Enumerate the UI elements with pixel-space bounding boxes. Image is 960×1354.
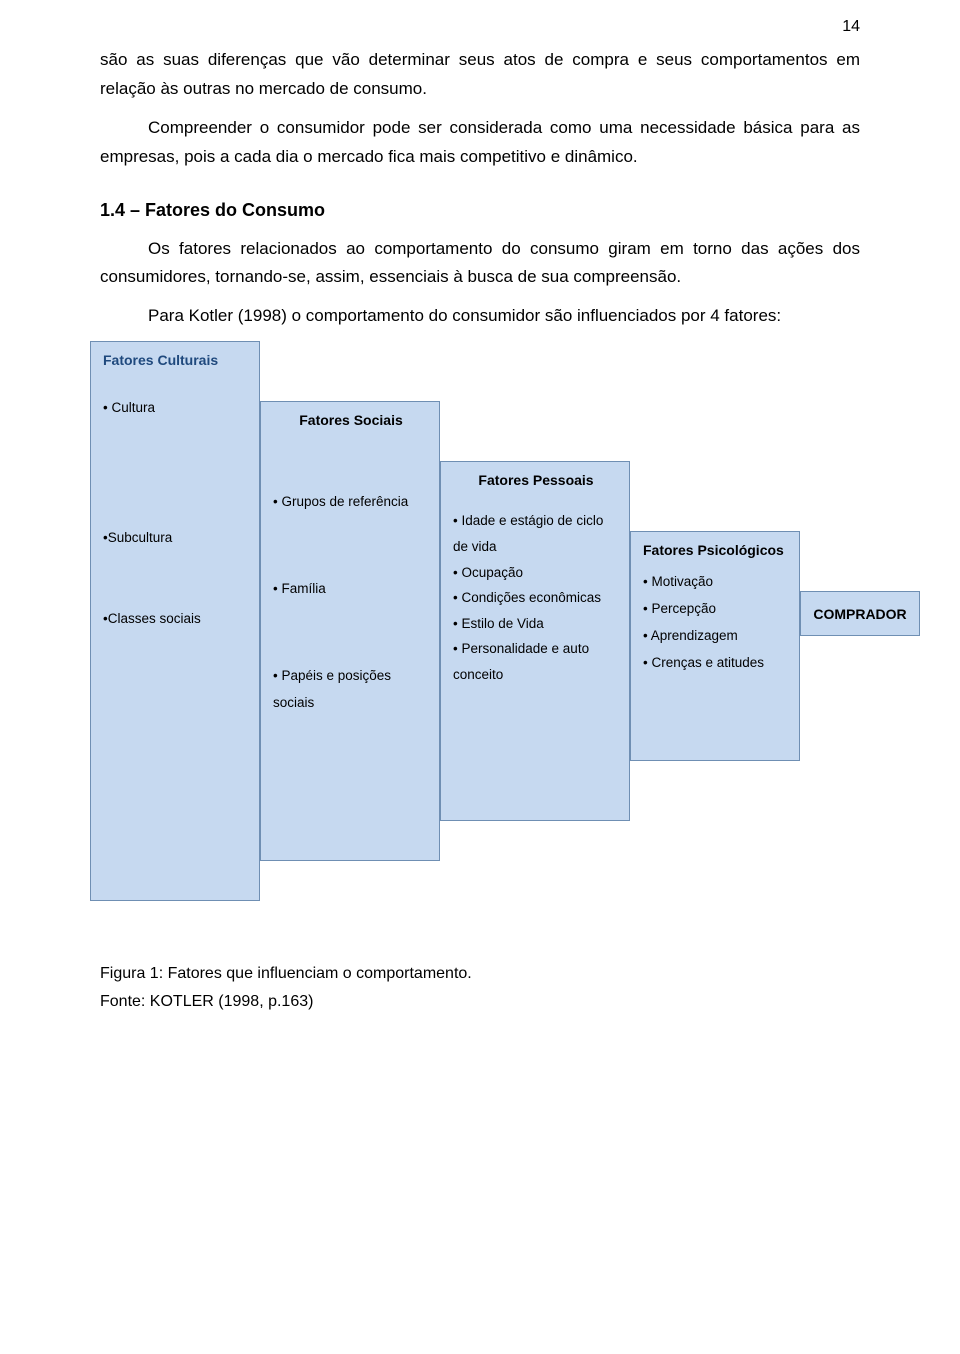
item: • Estilo de Vida	[453, 611, 619, 637]
item: • Ocupação	[453, 560, 619, 586]
paragraph-4: Para Kotler (1998) o comportamento do co…	[100, 302, 860, 331]
item: • Cultura	[103, 398, 249, 418]
paragraph-3: Os fatores relacionados ao comportamento…	[100, 235, 860, 293]
box-pessoais-title: Fatores Pessoais	[453, 472, 619, 488]
document-page: 14 são as suas diferenças que vão determ…	[0, 0, 960, 1354]
box-sociais-title: Fatores Sociais	[273, 412, 429, 428]
box-culturais-title: Fatores Culturais	[103, 352, 249, 368]
box-culturais-items: • Cultura •Subcultura •Classes sociais	[103, 398, 249, 629]
item: • Motivação	[643, 568, 789, 595]
box-culturais: Fatores Culturais • Cultura •Subcultura …	[90, 341, 260, 901]
figure-caption: Figura 1: Fatores que influenciam o comp…	[100, 965, 860, 983]
paragraph-1: são as suas diferenças que vão determina…	[100, 46, 860, 104]
box-pessoais-items: • Idade e estágio de ciclo de vida • Ocu…	[453, 508, 619, 687]
paragraph-2: Compreender o consumidor pode ser consid…	[100, 114, 860, 172]
box-psicologicos-title: Fatores Psicológicos	[643, 542, 789, 558]
box-sociais-items: • Grupos de referência • Família • Papéi…	[273, 488, 429, 716]
item: •Subcultura	[103, 528, 249, 548]
section-heading: 1.4 – Fatores do Consumo	[100, 200, 860, 221]
item: • Idade e estágio de ciclo de vida	[453, 508, 619, 559]
item: • Condições econômicas	[453, 585, 619, 611]
box-pessoais: Fatores Pessoais • Idade e estágio de ci…	[440, 461, 630, 821]
factors-diagram: Fatores Culturais • Cultura •Subcultura …	[90, 341, 870, 941]
page-number: 14	[842, 18, 860, 36]
item: • Percepção	[643, 595, 789, 622]
box-comprador: COMPRADOR	[800, 591, 920, 636]
item: •Classes sociais	[103, 609, 249, 629]
figure-source: Fonte: KOTLER (1998, p.163)	[100, 993, 860, 1011]
box-psicologicos-items: • Motivação • Percepção • Aprendizagem •…	[643, 568, 789, 676]
item: • Grupos de referência	[273, 488, 429, 515]
item: • Família	[273, 575, 429, 602]
spacer	[100, 30, 860, 46]
item: • Personalidade e auto conceito	[453, 636, 619, 687]
item: • Papéis e posições sociais	[273, 662, 429, 716]
box-psicologicos: Fatores Psicológicos • Motivação • Perce…	[630, 531, 800, 761]
item: • Crenças e atitudes	[643, 649, 789, 676]
box-sociais: Fatores Sociais • Grupos de referência •…	[260, 401, 440, 861]
box-comprador-title: COMPRADOR	[813, 606, 906, 622]
item: • Aprendizagem	[643, 622, 789, 649]
